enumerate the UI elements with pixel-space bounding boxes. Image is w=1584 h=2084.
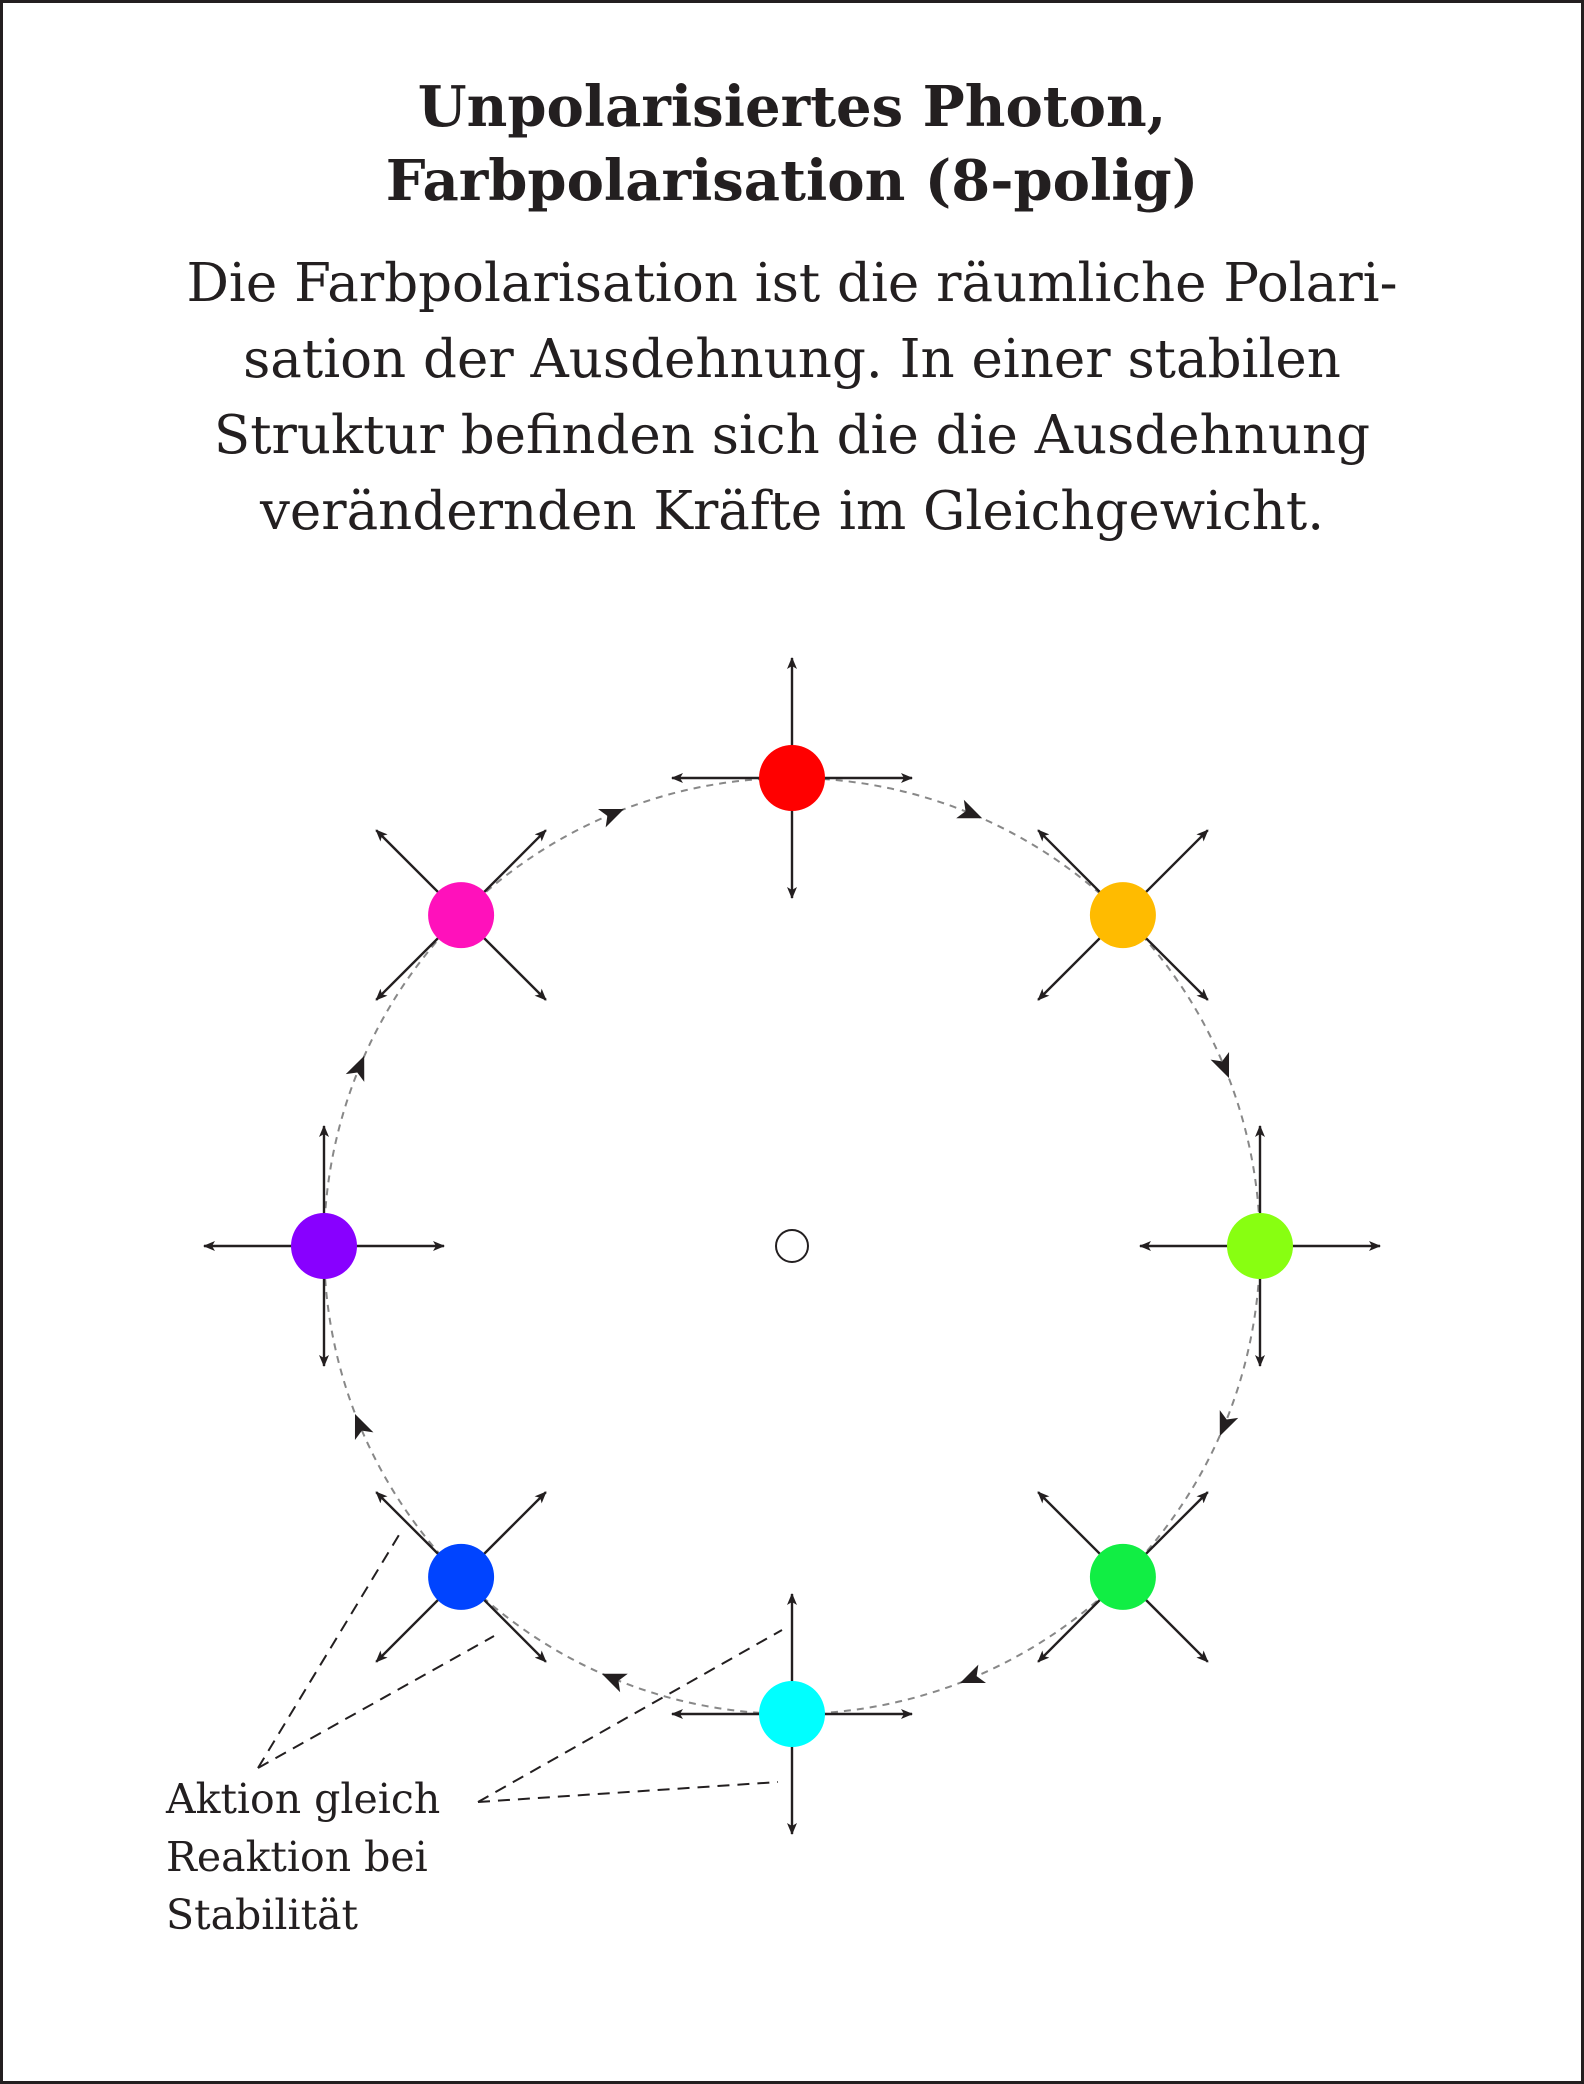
color-pole bbox=[759, 745, 825, 811]
color-pole bbox=[1089, 882, 1156, 949]
flow-arrowhead bbox=[960, 1664, 987, 1684]
color-pole bbox=[1089, 1543, 1156, 1610]
leader-line bbox=[257, 1635, 495, 1769]
leader-line bbox=[477, 1781, 779, 1803]
description-line-1: Die Farbpolarisation ist die räumliche P… bbox=[186, 253, 1398, 314]
annotation-line-1: Aktion gleich bbox=[166, 1775, 441, 1823]
annotation-label: Aktion gleich Reaktion bei Stabilität bbox=[166, 1770, 440, 1944]
center-point bbox=[775, 1229, 809, 1263]
color-pole bbox=[1227, 1213, 1293, 1279]
flow-arrowhead bbox=[354, 1414, 374, 1441]
flow-arrowhead bbox=[601, 1673, 628, 1693]
description-line-3: Struktur befinden sich die die Ausdehnun… bbox=[213, 405, 1371, 466]
description: Die Farbpolarisation ist die räumliche P… bbox=[40, 246, 1544, 550]
flow-arrowhead bbox=[1210, 1051, 1230, 1078]
flow-arrowhead bbox=[597, 808, 624, 828]
flow-arrowhead bbox=[345, 1055, 365, 1082]
leader-line bbox=[477, 1629, 783, 1803]
color-pole bbox=[428, 1543, 495, 1610]
leader-line bbox=[257, 1529, 403, 1769]
color-pole bbox=[428, 882, 495, 949]
annotation-line-3: Stabilität bbox=[166, 1891, 358, 1939]
color-pole bbox=[291, 1213, 357, 1279]
flow-arrowhead bbox=[1219, 1410, 1239, 1437]
flow-arrowhead bbox=[956, 799, 983, 819]
description-line-2: sation der Ausdehnung. In einer stabilen bbox=[243, 329, 1341, 390]
title-line-1: Unpolarisiertes Photon, bbox=[417, 74, 1167, 140]
description-line-4: verändernden Kräfte im Gleichgewicht. bbox=[259, 481, 1325, 542]
color-pole bbox=[759, 1681, 825, 1747]
title-line-2: Farbpolarisation (8-polig) bbox=[385, 148, 1199, 214]
annotation-line-2: Reaktion bei bbox=[166, 1833, 428, 1881]
